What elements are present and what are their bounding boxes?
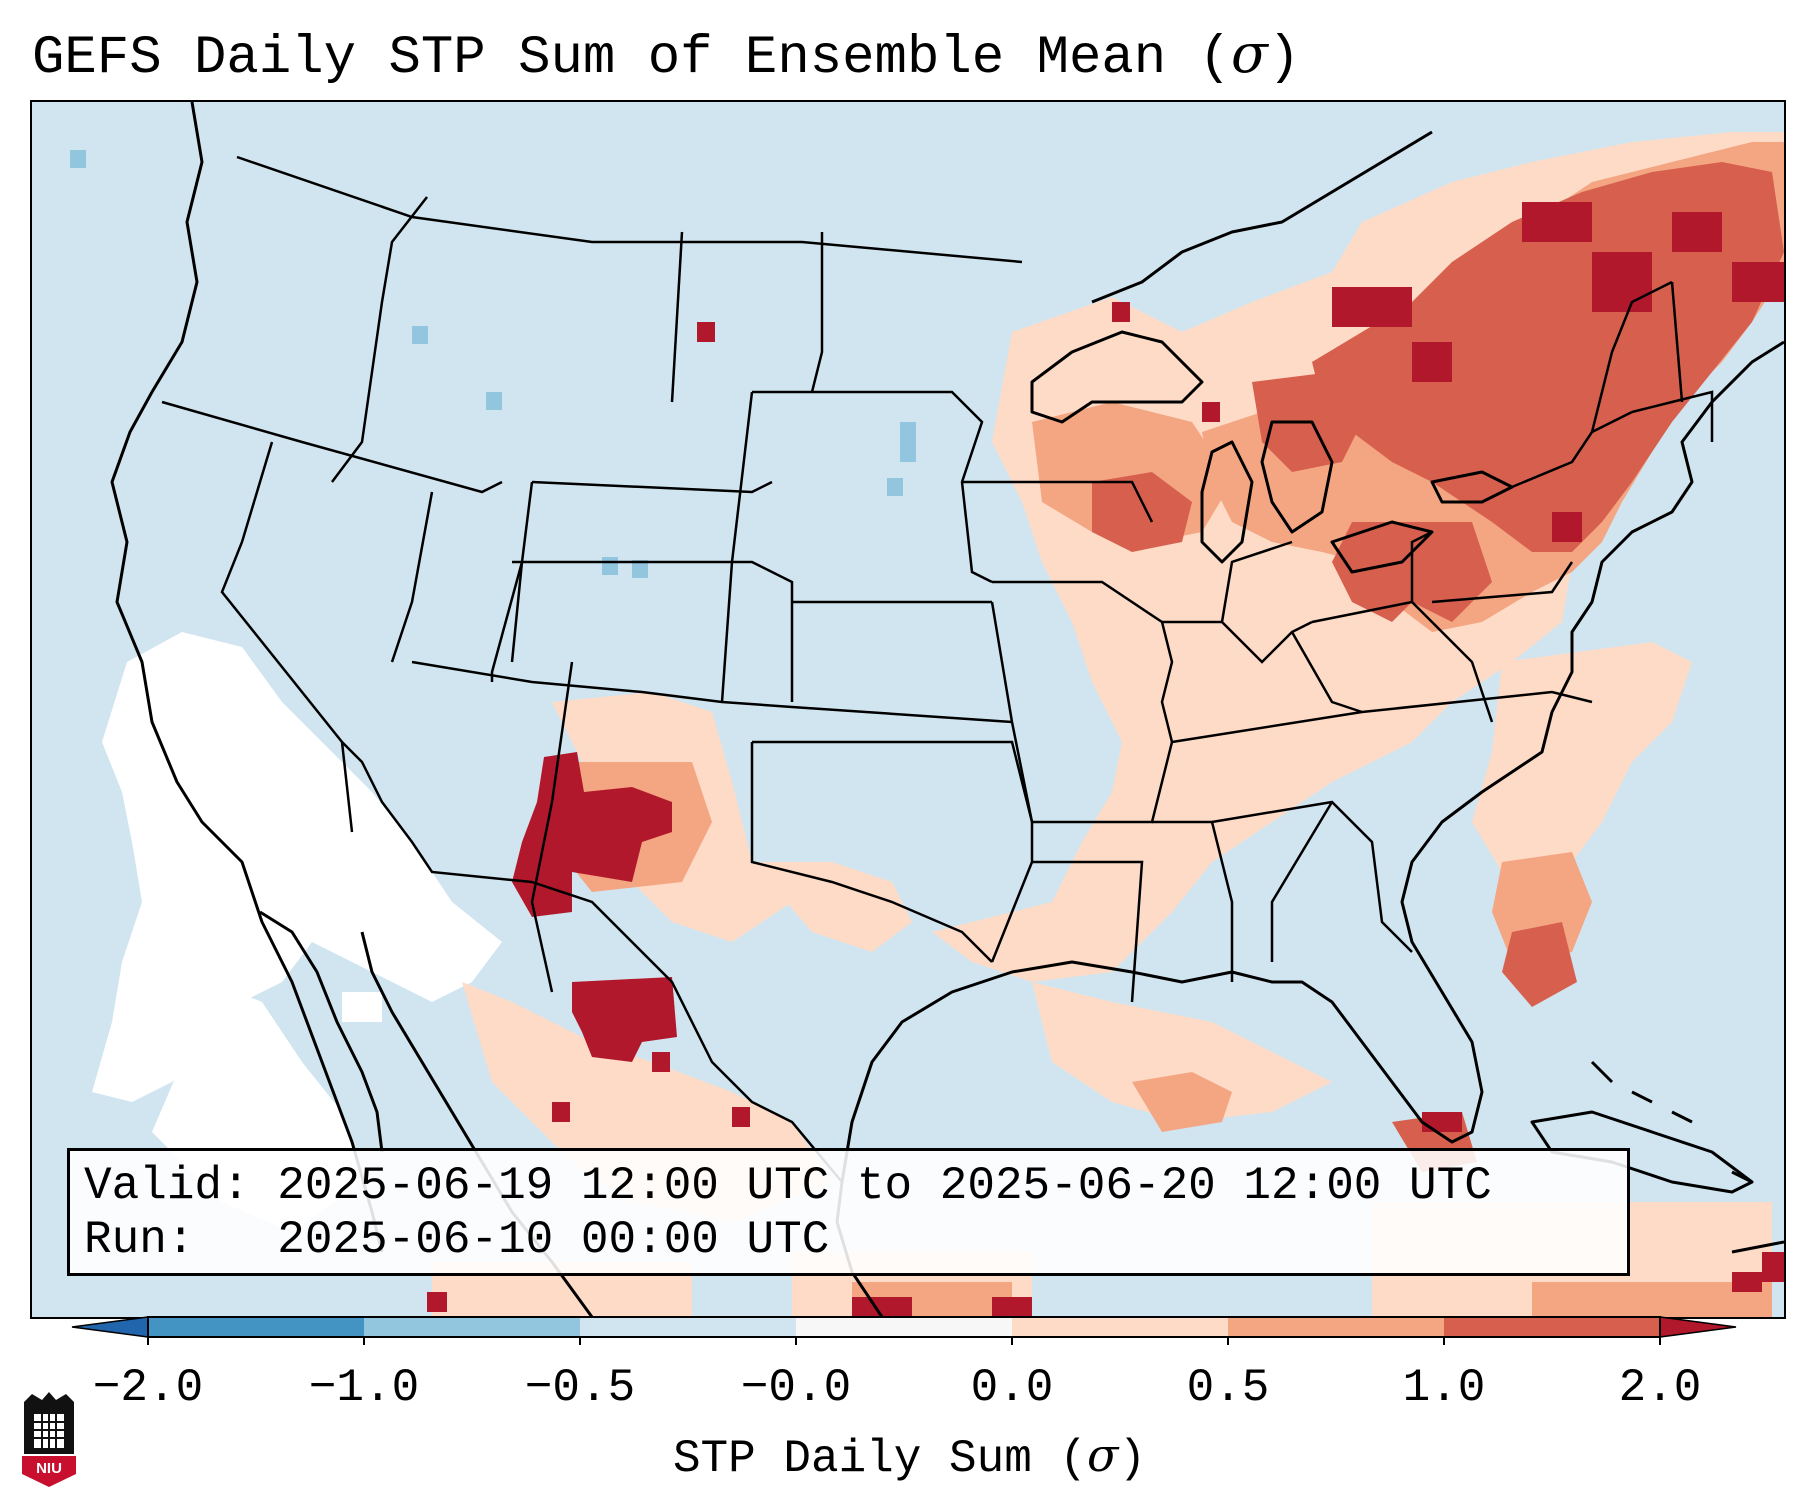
great-lakes-ontario [1430,470,1514,504]
great-lakes-superior [1030,330,1204,424]
great-lakes-erie [1330,520,1434,574]
colorbar-tick-label: 2.0 [1618,1362,1702,1414]
great-lakes-huron [1260,420,1334,534]
title-sigma: σ [1231,22,1268,85]
colorbar-bin [1228,1317,1444,1337]
colorbar-over-arrow [1659,1316,1737,1338]
colorbar-label: STP Daily Sum (σ) [673,1428,1146,1485]
colorbar-tick-label: −2.0 [92,1362,204,1414]
stp-map [70,102,1784,1317]
logo-text: NIU [36,1460,62,1477]
colorbar-tick-label: 0.0 [970,1362,1054,1414]
strong-positive-region [1092,162,1784,1172]
chart-title: GEFS Daily STP Sum of Ensemble Mean (σ) [32,22,1300,89]
colorbar-bin [364,1317,580,1337]
colorbar-under-arrow [71,1316,149,1338]
colorbar-label-close: ) [1118,1433,1147,1485]
colorbar-bin [148,1317,364,1337]
weak-negative-cells [70,150,916,578]
valid-run-info-box: Valid: 2025-06-19 12:00 UTC to 2025-06-2… [67,1148,1630,1276]
extreme-positive-cells [427,202,1784,1317]
state-borders [161,155,1714,1183]
title-close: ) [1267,28,1301,89]
run-time-line: Run: 2025-06-10 00:00 UTC [84,1214,830,1266]
great-lakes-michigan [1200,440,1254,564]
bahamas [1590,1060,1753,1184]
niu-logo: NIU [22,1392,76,1487]
colorbar-bin [1012,1317,1228,1337]
valid-time-line: Valid: 2025-06-19 12:00 UTC to 2025-06-2… [84,1160,1492,1212]
map-panel[interactable] [30,100,1786,1319]
pacific-coast [110,102,384,1253]
colorbar-outline [147,1316,1661,1338]
colorbar [71,1316,1737,1345]
gulf-coast [840,340,1784,1183]
colorbar-tick-label: −1.0 [308,1362,420,1414]
logo-shield [22,1456,76,1487]
colorbar-bin [580,1317,796,1337]
colorbar-bin [1444,1317,1660,1337]
colorbar-tick-label: 1.0 [1402,1362,1486,1414]
baja-inner-coast [259,910,384,1153]
colorbar-tick-label: 0.5 [1186,1362,1270,1414]
title-text: GEFS Daily STP Sum of Ensemble Mean ( [32,28,1231,89]
colorbar-tick-label: −0.0 [740,1362,852,1414]
colorbar-tick-label: −0.5 [524,1362,636,1414]
colorbar-label-text: STP Daily Sum ( [672,1433,1088,1485]
colorbar-label-sigma: σ [1087,1428,1119,1482]
colorbar-bin [796,1317,1012,1337]
canada-border-east [1091,130,1433,304]
hispaniola [1731,1240,1784,1254]
